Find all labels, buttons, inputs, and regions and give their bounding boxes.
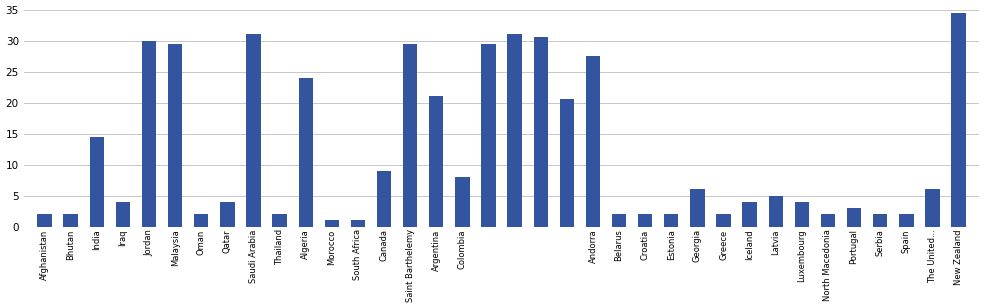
Bar <box>63 214 78 227</box>
Bar <box>507 34 522 227</box>
Bar <box>298 78 313 227</box>
Bar <box>690 189 704 227</box>
Bar <box>586 56 600 227</box>
Bar <box>221 202 234 227</box>
Bar <box>377 171 391 227</box>
Bar <box>403 44 418 227</box>
Bar <box>115 202 130 227</box>
Bar <box>455 177 470 227</box>
Bar <box>952 13 965 227</box>
Bar <box>90 137 104 227</box>
Bar <box>847 208 861 227</box>
Bar <box>743 202 756 227</box>
Bar <box>168 44 182 227</box>
Bar <box>795 202 809 227</box>
Bar <box>899 214 913 227</box>
Bar <box>194 214 209 227</box>
Bar <box>325 220 339 227</box>
Bar <box>925 189 940 227</box>
Bar <box>37 214 52 227</box>
Bar <box>638 214 652 227</box>
Bar <box>821 214 835 227</box>
Bar <box>429 96 443 227</box>
Bar <box>716 214 731 227</box>
Bar <box>873 214 887 227</box>
Bar <box>273 214 287 227</box>
Bar <box>351 220 365 227</box>
Bar <box>559 99 574 227</box>
Bar <box>664 214 679 227</box>
Bar <box>612 214 626 227</box>
Bar <box>246 34 261 227</box>
Bar <box>768 196 783 227</box>
Bar <box>482 44 495 227</box>
Bar <box>142 41 157 227</box>
Bar <box>534 38 548 227</box>
